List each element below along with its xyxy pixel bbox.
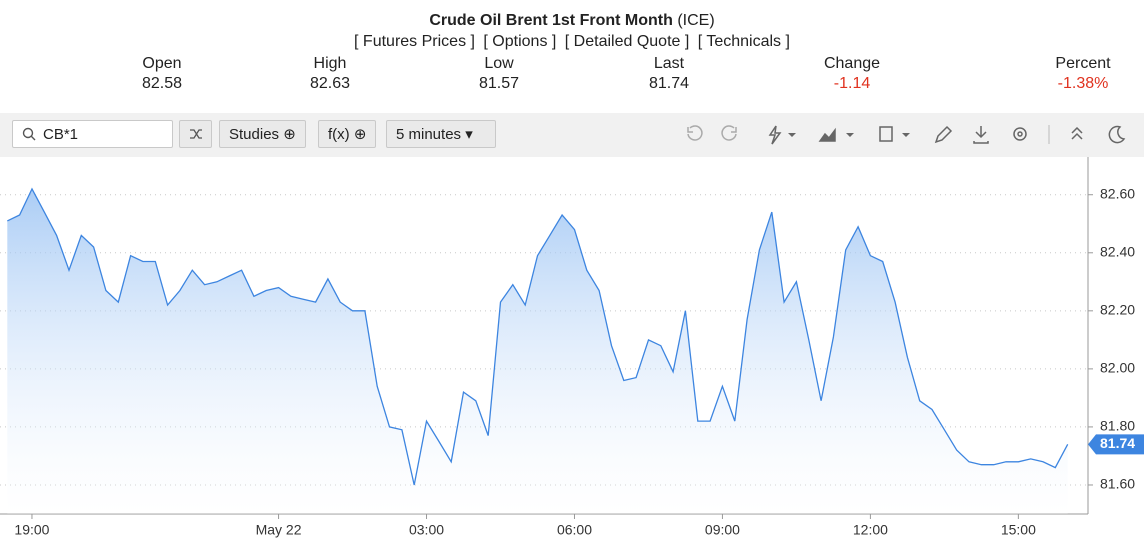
function-label: f(x) bbox=[328, 126, 350, 143]
quote-label: High bbox=[313, 55, 347, 72]
symbol: CB*1 bbox=[43, 126, 79, 143]
quote-value: -1.14 bbox=[833, 75, 871, 92]
x-tick-label: 09:00 bbox=[705, 522, 740, 538]
last-price-label: 81.74 bbox=[1100, 435, 1135, 451]
quote-value: 81.74 bbox=[648, 75, 690, 92]
exchange: (ICE) bbox=[677, 12, 715, 29]
interval-label: 5 minutes bbox=[396, 126, 462, 143]
compare-button[interactable] bbox=[179, 120, 212, 148]
draw-icon[interactable] bbox=[934, 125, 953, 144]
interval-select[interactable]: 5 minutes ▾ bbox=[386, 120, 496, 148]
download-icon[interactable] bbox=[973, 126, 989, 144]
quote: Last 81.74 bbox=[599, 54, 739, 94]
quote: Open 82.58 bbox=[92, 54, 232, 94]
quote-label: Low bbox=[484, 55, 514, 72]
chart-type-icon[interactable] bbox=[818, 127, 836, 142]
link[interactable]: [ Futures Prices ] bbox=[354, 33, 475, 50]
x-tick-label: 06:00 bbox=[557, 522, 592, 538]
y-tick-label: 81.60 bbox=[1100, 476, 1135, 492]
x-tick-label: 19:00 bbox=[14, 522, 49, 538]
quote-label: Last bbox=[653, 55, 685, 72]
x-tick-label: May 22 bbox=[256, 522, 302, 538]
title-name: Crude Oil Brent 1st Front Month bbox=[429, 12, 673, 29]
flash-icon[interactable] bbox=[768, 125, 782, 145]
studies-button[interactable]: Studies ⊕ bbox=[219, 120, 306, 148]
area-fill bbox=[7, 188, 1068, 514]
y-tick-label: 82.20 bbox=[1100, 302, 1135, 318]
dropdown bbox=[846, 133, 854, 137]
settings-icon[interactable] bbox=[1013, 127, 1027, 141]
quote-label: Percent bbox=[1055, 55, 1111, 72]
theme-icon[interactable] bbox=[1108, 125, 1126, 144]
y-tick-label: 82.40 bbox=[1100, 243, 1135, 259]
link[interactable]: [ Technicals ] bbox=[697, 33, 790, 50]
quote-value: 82.63 bbox=[309, 75, 351, 92]
title: Crude Oil Brent 1st Front Month (ICE) bbox=[0, 12, 1144, 30]
y-tick-label: 82.00 bbox=[1100, 360, 1135, 376]
quote-value: 82.58 bbox=[141, 75, 183, 92]
quote-label: Open bbox=[142, 55, 182, 72]
layout-icon[interactable] bbox=[879, 126, 893, 142]
search-icon bbox=[22, 127, 36, 141]
chart: 81.60 81.80 82.00 82.20 82.40 82.60 19:00 May 2… bbox=[0, 157, 1144, 538]
last-price-badge bbox=[1088, 434, 1144, 455]
x-tick-label: 03:00 bbox=[409, 522, 444, 538]
quote: High 82.63 bbox=[260, 54, 400, 94]
undo-icon[interactable] bbox=[687, 125, 703, 141]
symbol-input[interactable]: CB*1 bbox=[12, 120, 173, 148]
links: [ Futures Prices ] [ Options ] [ Detaile… bbox=[0, 33, 1144, 51]
x-tick-label: 12:00 bbox=[853, 522, 888, 538]
function-button[interactable]: f(x) ⊕ bbox=[318, 120, 377, 148]
quote-label: Change bbox=[823, 55, 881, 72]
price-line bbox=[7, 187, 1069, 486]
toolbar: CB*1 Studies ⊕ f(x) ⊕ 5 minutes ▾ bbox=[0, 113, 1144, 157]
shuffle-icon bbox=[190, 129, 202, 139]
toolbar-icons bbox=[687, 125, 1126, 145]
y-tick-label: 81.80 bbox=[1100, 418, 1135, 434]
quote: Percent -1.38% bbox=[1013, 54, 1144, 94]
quote: Change -1.14 bbox=[782, 54, 922, 94]
link[interactable]: [ Detailed Quote ] bbox=[564, 33, 690, 50]
link[interactable]: [ Options ] bbox=[483, 33, 557, 50]
collapse-icon[interactable] bbox=[1071, 126, 1083, 140]
quote-value: -1.38% bbox=[1057, 75, 1109, 92]
x-tick-label: 15:00 bbox=[1001, 522, 1036, 538]
dropdown bbox=[902, 133, 910, 137]
y-tick-label: 82.60 bbox=[1100, 185, 1135, 201]
dropdown bbox=[788, 133, 796, 137]
quote-value: 81.57 bbox=[478, 75, 520, 92]
quote: Low 81.57 bbox=[429, 54, 569, 94]
studies-label: Studies bbox=[229, 126, 280, 143]
redo-icon[interactable] bbox=[721, 125, 737, 141]
